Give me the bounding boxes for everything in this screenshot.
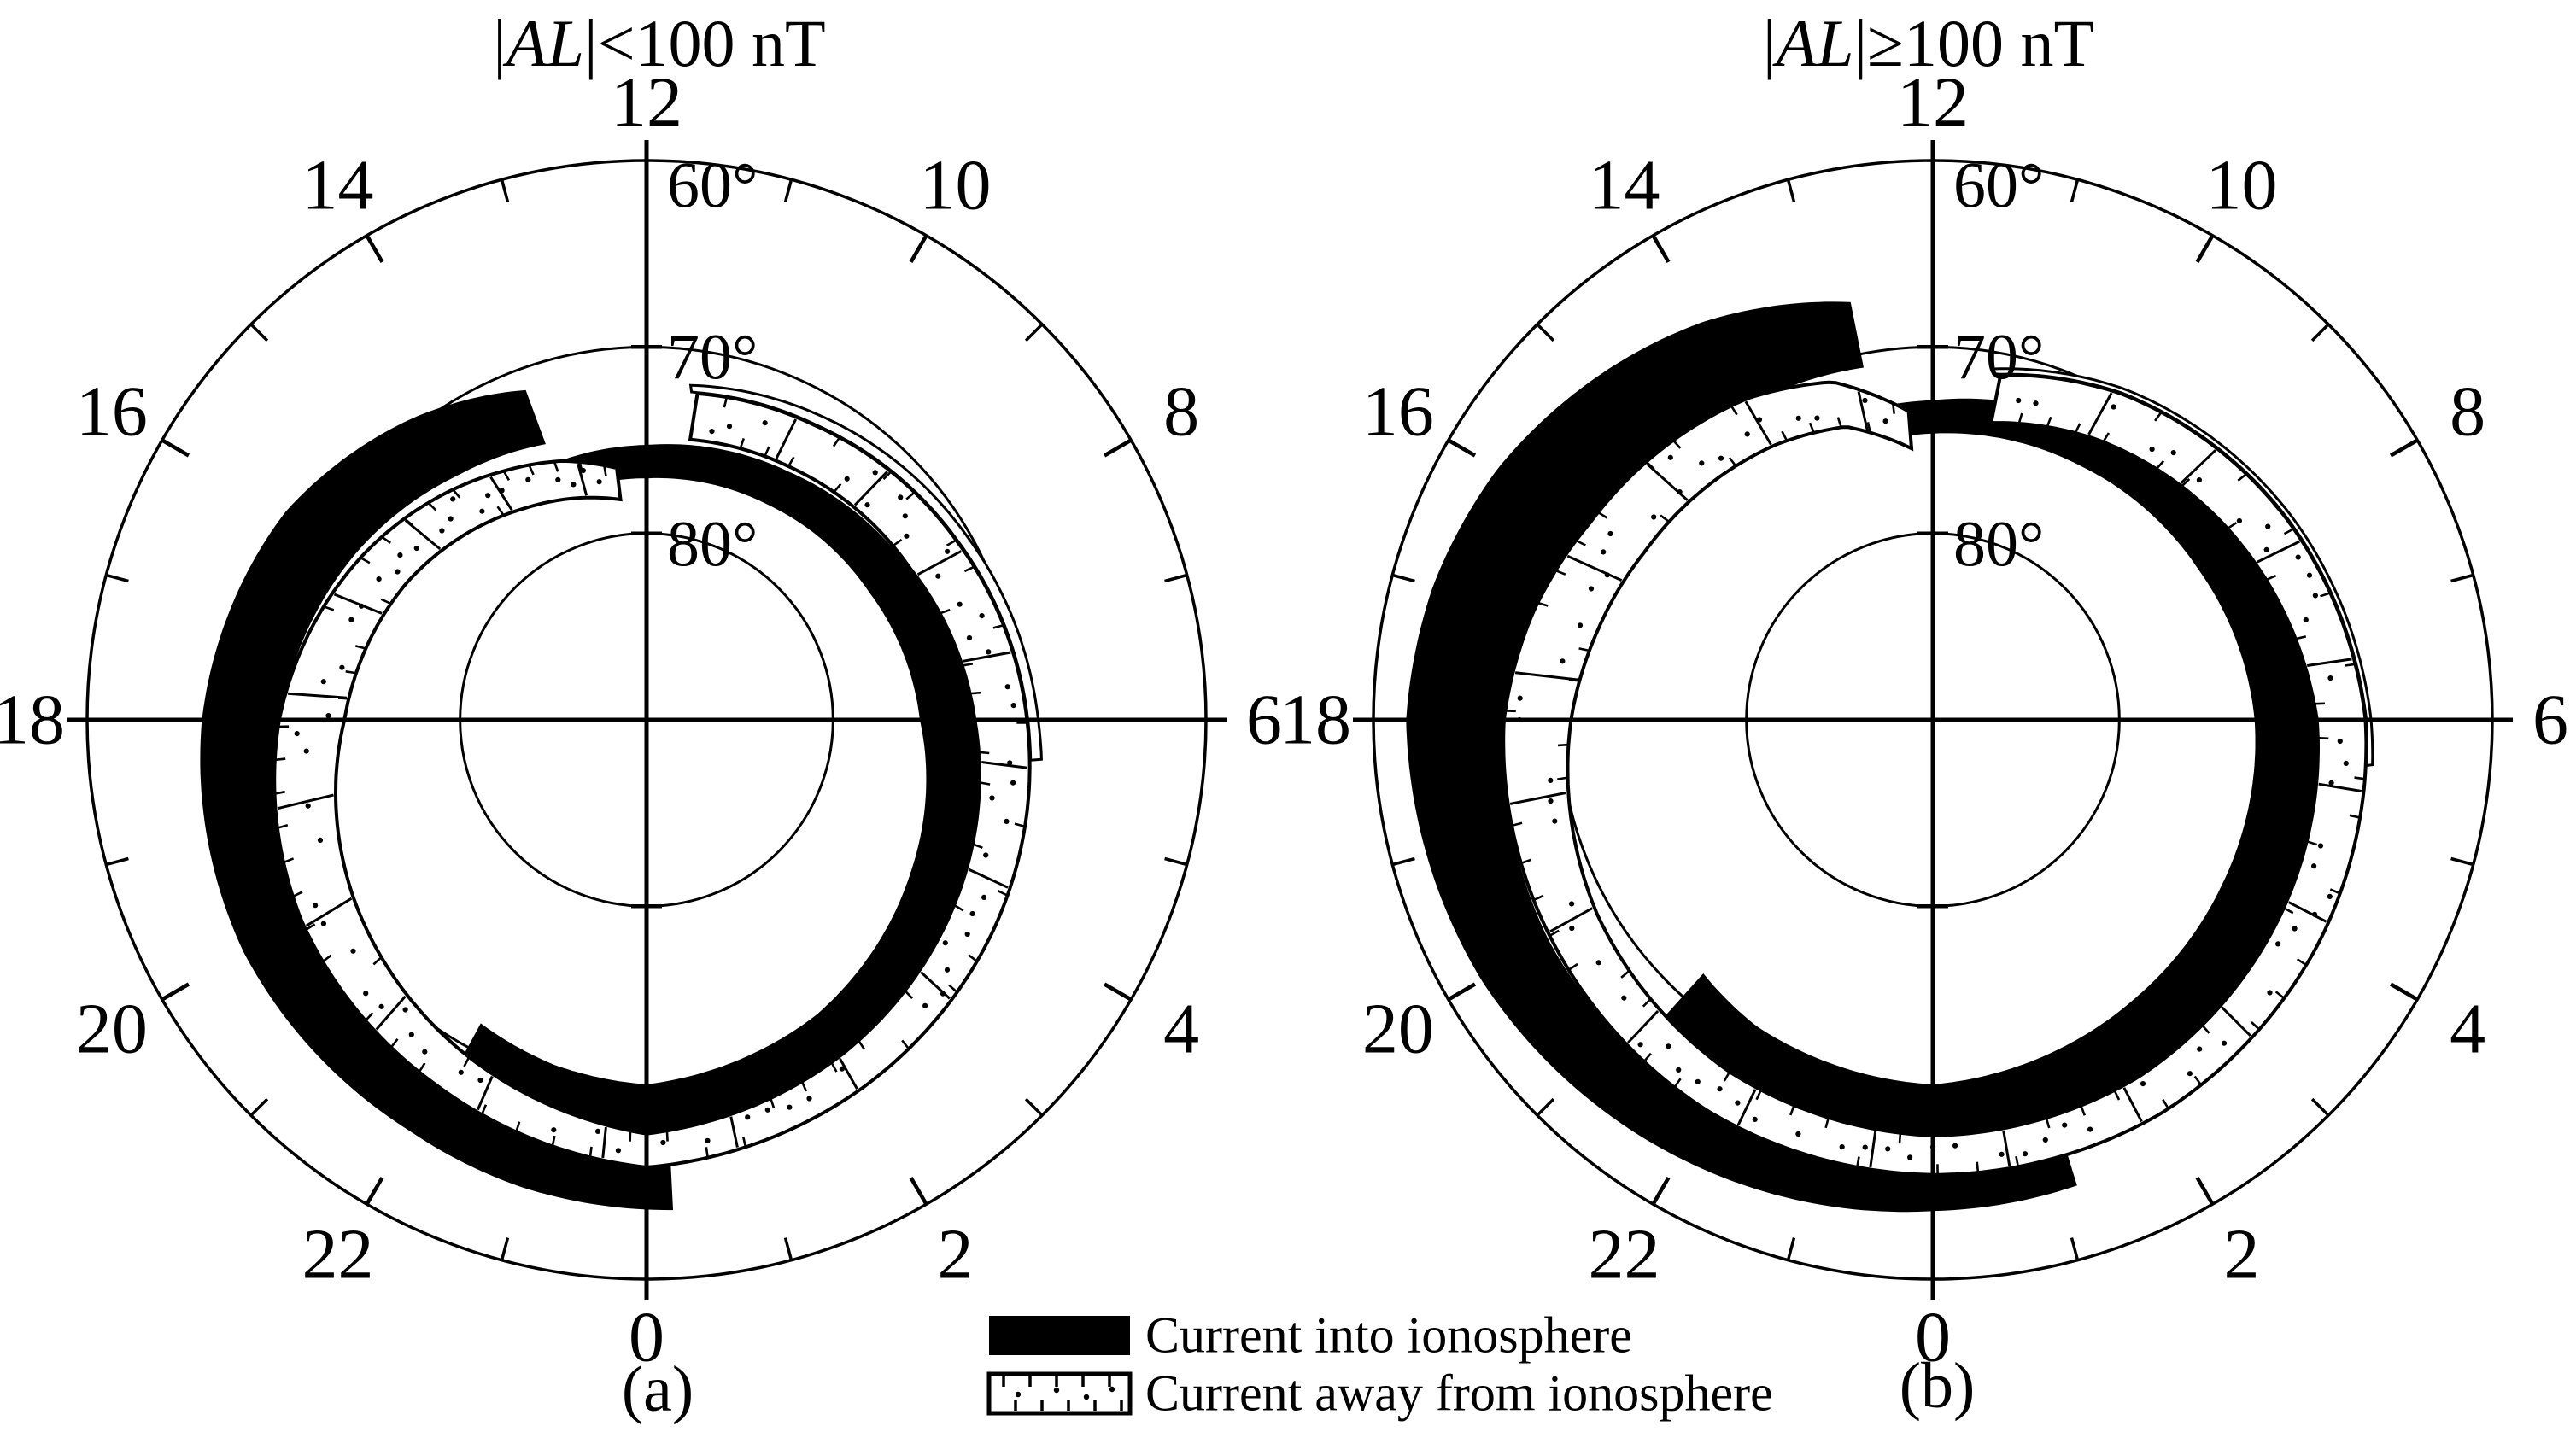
hour-tick-9 [1024,323,1044,342]
hour-tick-14 [365,234,384,264]
hour-tick-17 [1391,573,1415,583]
hour-tick-22 [365,1176,384,1206]
legend-away-swatch [986,1371,1133,1416]
hour-tick-2 [909,1176,928,1206]
band-away-spiral [272,391,1032,1170]
hour-tick-2 [2195,1176,2215,1206]
clock-label-b-12: 12 [1897,62,1969,143]
hour-tick-3 [1024,1097,1044,1117]
clock-label-a-14: 14 [302,145,374,225]
hour-tick-16 [161,438,190,458]
legend [986,1316,1133,1416]
clock-label-a-10: 10 [919,145,992,225]
hour-tick-9 [2310,323,2330,342]
clock-label-b-2: 2 [2223,1214,2260,1295]
clock-label-a-4: 4 [1163,989,1200,1068]
hour-tick-23 [1786,1237,1796,1261]
hour-tick-11 [783,178,793,202]
hour-tick-23 [500,1237,510,1261]
band-away-spiral [1502,373,2368,1177]
hour-tick-13 [1786,178,1796,202]
clock-label-b-0: 0 [1915,1297,1951,1377]
hour-tick-7 [2450,573,2474,583]
panel-b-title: |AL|≥100 nT [1762,6,2095,80]
clock-label-b-16: 16 [1361,371,1434,451]
hour-tick-4 [2389,982,2419,1002]
lat-label-b-70: 70° [1953,321,2045,394]
hour-tick-5 [2450,856,2474,867]
hour-tick-4 [1103,982,1133,1002]
hour-tick-16 [1447,438,1477,458]
panel-a-caption: (a) [621,1353,694,1425]
clock-label-b-6: 6 [2532,680,2568,760]
clock-label-a-18: 18 [0,680,65,760]
lat-label-a-80: 80° [667,508,758,581]
hour-tick-1 [2070,1237,2080,1261]
hour-tick-17 [105,573,129,583]
band-dawn-boundary-sliver [1992,367,2374,768]
lat-label-a-60: 60° [667,149,758,222]
clock-label-a-6: 6 [1246,680,1282,760]
hour-tick-7 [1164,573,1188,583]
hour-tick-19 [1391,856,1415,867]
hour-tick-13 [500,178,510,202]
clock-label-a-20: 20 [75,989,148,1068]
hour-tick-20 [1447,982,1477,1002]
lat-label-b-80: 80° [1953,508,2045,581]
hour-tick-5 [1164,856,1188,867]
clock-label-a-16: 16 [75,371,148,451]
panel-a-title: |AL|<100 nT [493,6,826,80]
clock-label-a-2: 2 [937,1214,974,1295]
clock-label-a-12: 12 [611,62,682,143]
panel-a-plot [67,140,1227,1300]
hour-tick-15 [1536,323,1555,342]
hour-tick-8 [2389,438,2419,458]
clock-label-b-4: 4 [2450,989,2486,1068]
panel-b-caption: (b) [1899,1350,1976,1422]
hour-tick-1 [783,1237,793,1261]
clock-label-b-10: 10 [2205,145,2278,225]
clock-label-a-22: 22 [302,1214,374,1295]
hour-tick-21 [1536,1097,1555,1117]
hour-tick-14 [1651,234,1671,264]
clock-label-b-18: 18 [1279,680,1351,760]
legend-into-swatch [989,1316,1130,1355]
band-dawn-boundary-sliver [688,383,1043,762]
panel-b-plot [1353,140,2513,1300]
hour-tick-3 [2310,1097,2330,1117]
clock-label-b-8: 8 [2450,371,2486,451]
hour-tick-8 [1103,438,1133,458]
hour-tick-10 [909,234,928,264]
legend-away-label: Current away from ionosphere [1145,1365,1773,1422]
hour-tick-10 [2195,234,2215,264]
clock-label-b-22: 22 [1588,1214,1660,1295]
lat-label-a-70: 70° [667,321,758,394]
clock-label-b-14: 14 [1588,145,1660,225]
clock-label-b-20: 20 [1361,989,1434,1068]
hour-tick-21 [249,1097,269,1117]
hour-tick-19 [105,856,129,867]
legend-into-label: Current into ionosphere [1145,1306,1632,1364]
hour-tick-20 [161,982,190,1002]
clock-label-a-8: 8 [1163,371,1200,451]
hour-tick-15 [249,323,269,342]
hour-tick-22 [1651,1176,1671,1206]
lat-label-b-60: 60° [1953,149,2045,222]
hour-tick-11 [2070,178,2080,202]
clock-label-a-0: 0 [629,1297,664,1377]
